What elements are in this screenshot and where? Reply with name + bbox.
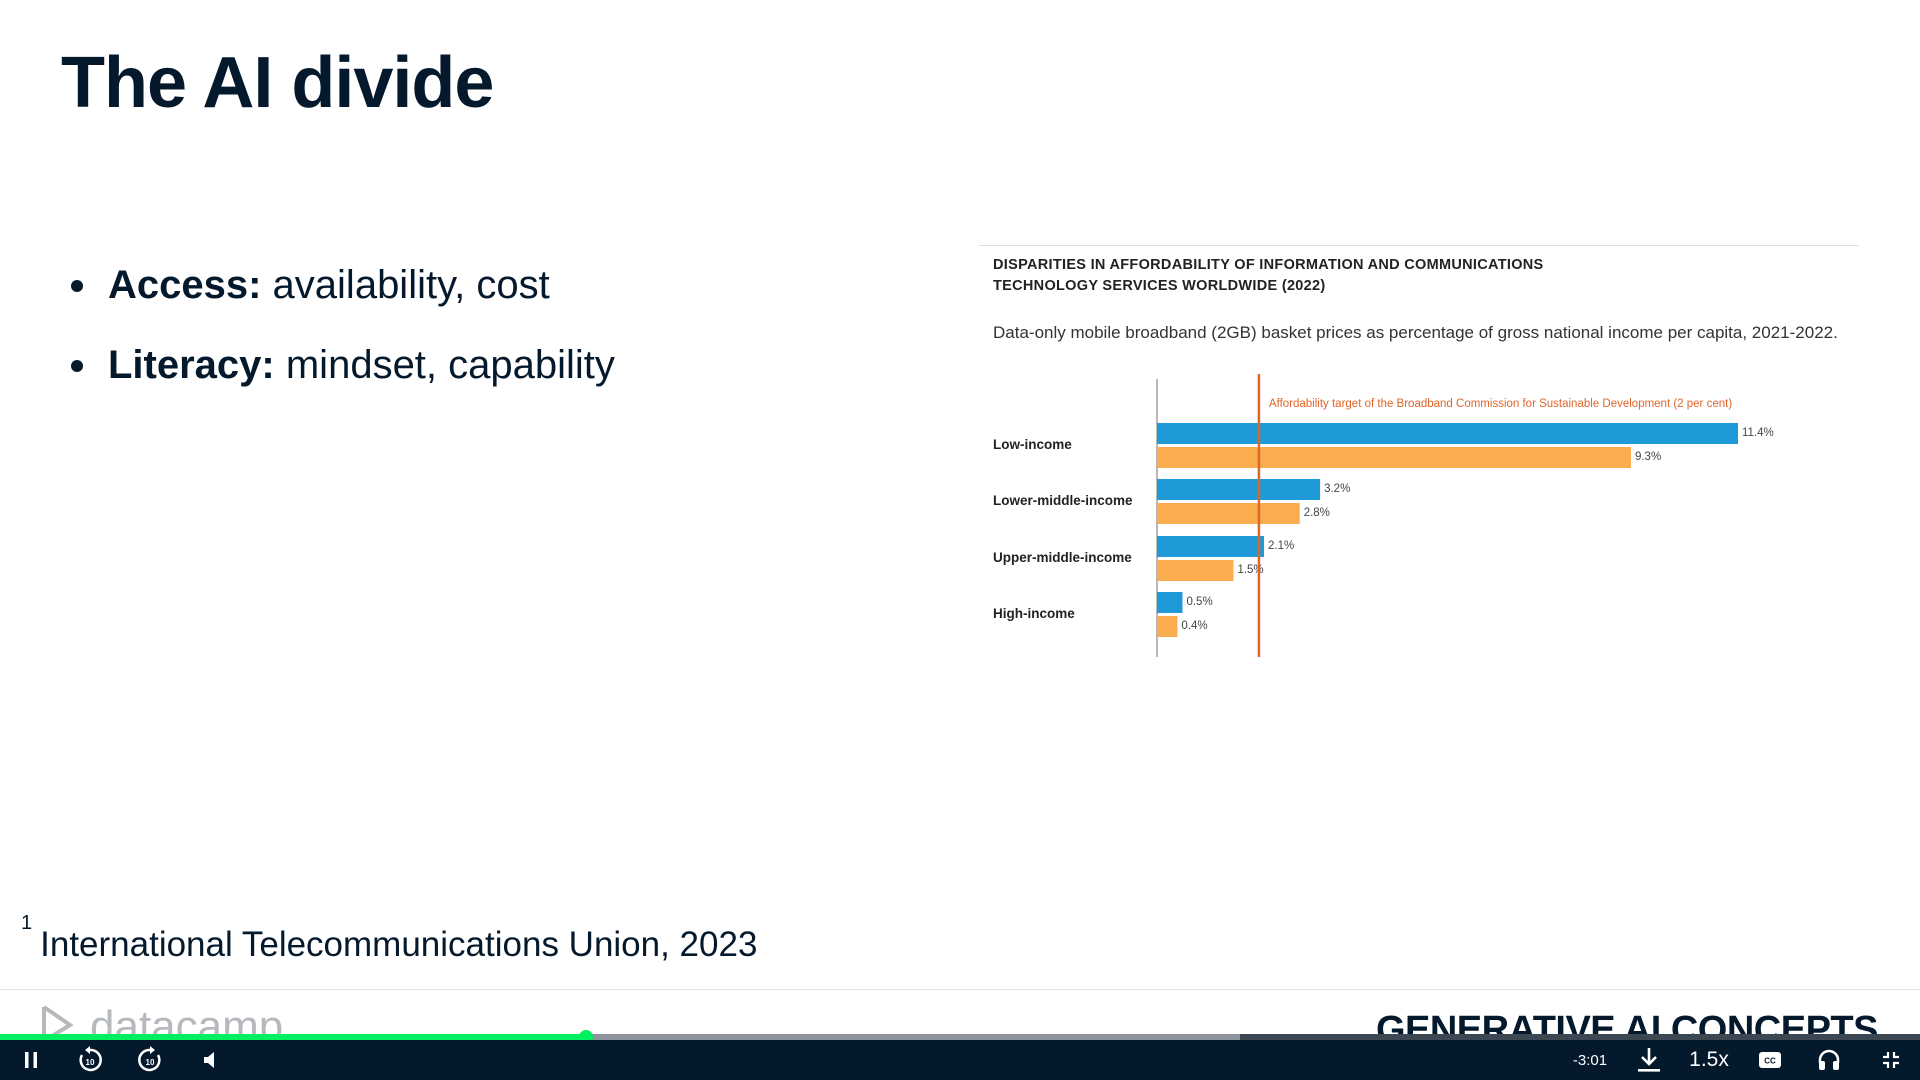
time-remaining: -3:01 [1572, 1051, 1608, 1069]
pause-icon [25, 1052, 37, 1068]
bullet-dot [71, 280, 83, 292]
footnote-mark: 1 [21, 912, 33, 935]
exit-fullscreen-button[interactable] [1876, 1040, 1906, 1080]
pause-button[interactable] [16, 1040, 46, 1080]
bar [1157, 423, 1738, 444]
bullet-text: availability, cost [261, 263, 550, 307]
bar [1157, 447, 1631, 468]
footnote: 1 International Telecommunications Union,… [21, 912, 758, 965]
footnote-text: International Telecommunications Union, … [40, 925, 758, 964]
volume-icon [204, 1052, 214, 1068]
bar-value-label: 9.3% [1635, 451, 1661, 463]
datacamp-logo: datacamp [40, 1005, 283, 1035]
bar-value-label: 1.5% [1237, 564, 1263, 576]
bullet-text: mindset, capability [274, 343, 615, 387]
chart-title-line-2: TECHNOLOGY SERVICES WORLDWIDE (2022) [993, 278, 1326, 294]
bar-value-label: 2.1% [1268, 540, 1294, 552]
chart-subtitle: Data-only mobile broadband (2GB) basket … [993, 323, 1838, 342]
playback-speed-button[interactable]: 1.5x [1689, 1048, 1729, 1071]
headphones-icon [1818, 1049, 1840, 1070]
bullet-label: Access: [108, 263, 262, 307]
bullet-item-access: Access: availability, cost [68, 245, 615, 325]
category-label: Lower-middle-income [993, 493, 1133, 508]
bar [1157, 503, 1300, 524]
footer-divider [0, 989, 1920, 990]
category-label: Low-income [993, 437, 1072, 452]
rewind-10-button[interactable]: 10 [72, 1040, 108, 1080]
chart-title-line-1: DISPARITIES IN AFFORDABILITY OF INFORMAT… [993, 257, 1544, 273]
volume-button[interactable] [198, 1040, 222, 1080]
captions-button[interactable]: CC [1756, 1040, 1784, 1080]
progress-played [0, 1034, 586, 1040]
download-icon [1638, 1048, 1660, 1072]
forward-10-button[interactable]: 10 [132, 1040, 168, 1080]
bullet-label: Literacy: [108, 343, 275, 387]
player-controls: 10 10 -3:01 1.5x CC [0, 1040, 1920, 1080]
target-label: Affordability target of the Broadband Co… [1269, 398, 1732, 410]
bullet-item-literacy: Literacy: mindset, capability [68, 325, 615, 405]
svg-text:CC: CC [1764, 1057, 1776, 1066]
progress-buffered [0, 1034, 1241, 1040]
bar-value-label: 11.4% [1742, 427, 1774, 439]
bar [1157, 616, 1178, 637]
bar-value-label: 0.5% [1186, 596, 1212, 608]
category-label: Upper-middle-income [993, 550, 1132, 565]
bar [1157, 536, 1265, 557]
bar [1157, 592, 1183, 613]
bar-value-label: 0.4% [1181, 620, 1207, 632]
exit-fullscreen-icon [1883, 1052, 1899, 1068]
course-title: GENERATIVE AI CONCEPTS [1375, 1010, 1878, 1035]
datacamp-logo-icon [42, 1005, 74, 1035]
chart-title: DISPARITIES IN AFFORDABILITY OF INFORMAT… [993, 255, 1693, 297]
bar-chart: Low-income 11.4% 9.3% Lower-middle-income 3.… [993, 374, 1774, 657]
svg-text:10: 10 [146, 1058, 155, 1067]
bar-value-label: 2.8% [1304, 507, 1330, 519]
bullet-dot [71, 360, 83, 372]
chart-image: DISPARITIES IN AFFORDABILITY OF INFORMAT… [979, 245, 1859, 665]
forward-10-icon: 10 [138, 1046, 161, 1072]
chart-top-rule [979, 245, 1859, 246]
slide-title: The AI divide [61, 43, 494, 123]
rewind-10-icon: 10 [79, 1046, 102, 1072]
bar [1157, 479, 1321, 500]
category-label: High-income [993, 606, 1075, 621]
bar [1157, 560, 1234, 581]
audio-button[interactable] [1814, 1040, 1844, 1080]
bar-value-label: 3.2% [1324, 483, 1350, 495]
captions-icon: CC [1759, 1052, 1781, 1068]
download-button[interactable] [1634, 1040, 1664, 1080]
svg-text:10: 10 [86, 1058, 95, 1067]
logo-text: datacamp [90, 1005, 284, 1035]
bullet-list: Access: availability, cost Literacy: min… [68, 245, 615, 405]
